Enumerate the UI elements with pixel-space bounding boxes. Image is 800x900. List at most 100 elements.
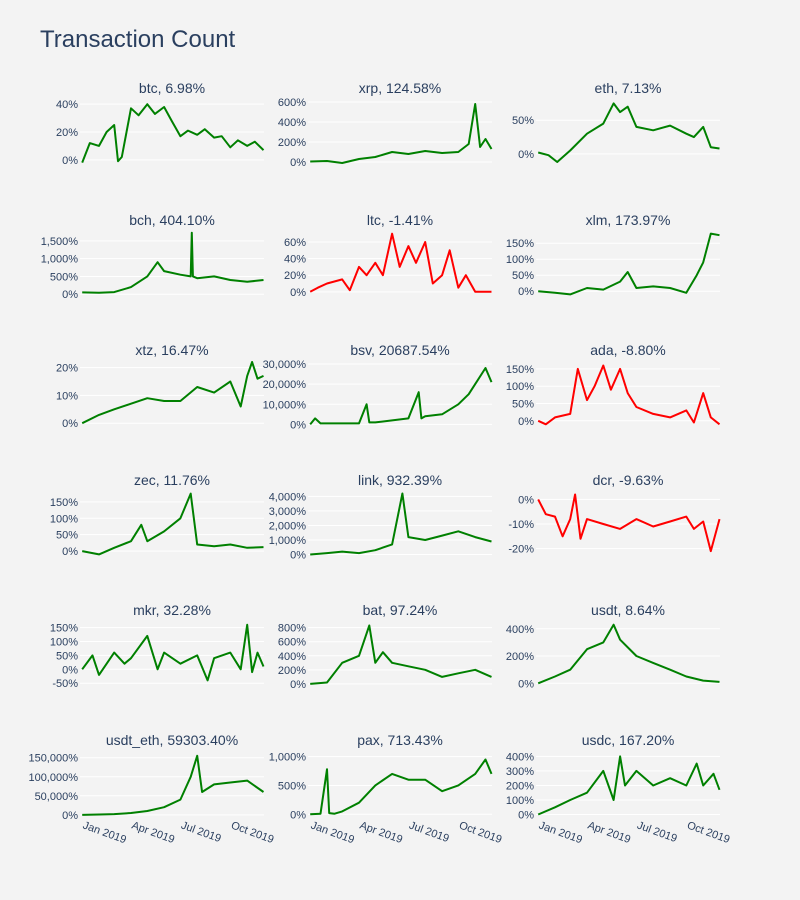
subplot-eth: eth, 7.13% 0% 50%	[512, 80, 720, 163]
y-tick-label: 50%	[56, 650, 78, 662]
y-tick-label: 0%	[62, 810, 78, 822]
x-tick-label: Apr 2019	[586, 820, 632, 847]
x-tick-label: Jul 2019	[407, 820, 450, 846]
y-tick-label: 50%	[512, 115, 534, 127]
x-tick-label: Apr 2019	[130, 820, 176, 847]
y-tick-label: 200%	[506, 651, 534, 663]
series-line	[310, 103, 493, 164]
subplot-title: xlm, 173.97%	[586, 212, 671, 228]
subplot-title: link, 932.39%	[358, 472, 442, 488]
subplot-bch: bch, 404.10% 0% 500% 1,000% 1,500%	[41, 212, 264, 301]
subplot-title: bsv, 20687.54%	[350, 342, 449, 358]
series-line	[537, 364, 721, 426]
y-tick-label: 10,000%	[263, 399, 307, 411]
subplot-pax: pax, 713.43% 0% 500% 1,000% Jan 2019 Apr 2019…	[269, 732, 504, 846]
y-tick-label: 500%	[50, 271, 78, 283]
y-tick-label: 0%	[62, 418, 78, 430]
y-tick-label: 200%	[278, 665, 306, 677]
y-tick-label: 20%	[284, 270, 306, 282]
y-tick-label: 0%	[518, 494, 534, 506]
series-line	[309, 232, 492, 293]
y-tick-label: 40%	[56, 99, 78, 111]
subplot-title: ada, -8.80%	[590, 342, 666, 358]
y-tick-label: 50%	[512, 399, 534, 411]
x-tick-label: Oct 2019	[685, 820, 731, 847]
series-line	[310, 492, 492, 556]
y-tick-label: 100%	[50, 636, 78, 648]
subplot-mkr: mkr, 32.28% -50% 0% 50% 100%150%	[50, 602, 265, 690]
x-tick-label: Jul 2019	[635, 820, 678, 846]
subplot-title: usdt, 8.64%	[591, 602, 665, 618]
y-tick-label: 200%	[506, 780, 534, 792]
series-line	[82, 492, 264, 556]
y-tick-label: 800%	[278, 623, 306, 635]
subplot-title: bat, 97.24%	[363, 602, 438, 618]
y-tick-label: 40%	[284, 254, 306, 266]
y-tick-label: 0%	[290, 809, 306, 821]
y-tick-label: 0%	[290, 287, 306, 299]
series-line	[537, 493, 721, 553]
subplot-bsv: bsv, 20687.54% 0% 10,000% 20,000% 30,000%	[263, 342, 493, 431]
y-tick-label: 100%	[506, 254, 534, 266]
series-line	[310, 758, 493, 816]
x-tick-label: Apr 2019	[358, 820, 404, 847]
y-tick-label: 100%	[506, 795, 534, 807]
subplot-title: usdt_eth, 59303.40%	[106, 732, 238, 748]
series-line	[82, 231, 264, 294]
subplot-link: link, 932.39% 0% 1,000% 2,000% 3,000% 4,000%	[269, 472, 492, 562]
y-tick-label: 0%	[290, 157, 306, 169]
y-tick-label: 0%	[290, 679, 306, 691]
subplot-xrp: xrp, 124.58% 0% 200% 400% 600%	[278, 80, 493, 169]
y-tick-label: 30,000%	[263, 359, 307, 371]
y-tick-label: 1,000%	[269, 535, 307, 547]
y-tick-label: 1,500%	[41, 236, 79, 248]
subplot-title: usdc, 167.20%	[582, 732, 675, 748]
y-tick-label: 500%	[278, 780, 306, 792]
y-tick-label: 150%	[50, 623, 78, 635]
y-tick-label: 0%	[62, 546, 78, 558]
x-tick-label: Jan 2019	[81, 820, 128, 847]
subplot-zec: zec, 11.76% 0% 50% 100% 150%	[50, 472, 264, 558]
y-tick-label: 20,000%	[263, 379, 307, 391]
subplot-title: ltc, -1.41%	[367, 212, 433, 228]
y-tick-label: -10%	[508, 519, 534, 531]
x-tick-label: Oct 2019	[457, 820, 503, 847]
y-tick-label: 0%	[290, 419, 306, 431]
y-tick-label: 4,000%	[269, 491, 307, 503]
y-tick-label: 3,000%	[269, 506, 307, 518]
y-tick-label: 50,000%	[35, 791, 79, 803]
y-tick-label: 0%	[62, 155, 78, 167]
subplot-title: btc, 6.98%	[139, 80, 205, 96]
subplot-title: zec, 11.76%	[134, 472, 210, 488]
series-line	[81, 361, 264, 425]
y-tick-label: 400%	[278, 117, 306, 129]
subplot-usdt: usdt, 8.64% 0% 200% 400%	[506, 602, 720, 690]
y-tick-label: 20%	[56, 363, 78, 375]
subplot-title: eth, 7.13%	[595, 80, 662, 96]
y-tick-label: 50%	[56, 530, 78, 542]
subplot-dcr: dcr, -9.63% 0% -10% -20%	[508, 472, 721, 556]
x-tick-label: Oct 2019	[229, 820, 275, 847]
subplot-title: bch, 404.10%	[129, 212, 215, 228]
y-tick-label: 0%	[518, 416, 534, 428]
series-line	[309, 367, 493, 426]
y-tick-label: 400%	[278, 651, 306, 663]
y-tick-label: 0%	[518, 149, 534, 161]
series-line	[81, 623, 265, 682]
x-tick-label: Jan 2019	[537, 820, 584, 847]
subplot-usdc: usdc, 167.20% 0% 100% 200% 300% 400% Jan 2019 A…	[506, 732, 732, 846]
page-title: Transaction Count	[40, 26, 236, 53]
y-tick-label: 600%	[278, 97, 306, 109]
subplot-title: xtz, 16.47%	[135, 342, 208, 358]
x-tick-label: Jan 2019	[309, 820, 356, 847]
x-tick-label: Jul 2019	[179, 820, 222, 846]
y-tick-label: 100%	[50, 513, 78, 525]
y-tick-label: 300%	[506, 766, 534, 778]
y-tick-label: 0%	[62, 289, 78, 301]
y-tick-label: 1,000%	[269, 752, 307, 764]
y-tick-label: 150,000%	[28, 753, 78, 765]
series-line	[537, 102, 720, 163]
y-tick-label: 100,000%	[28, 772, 78, 784]
subplot-title: dcr, -9.63%	[593, 472, 664, 488]
